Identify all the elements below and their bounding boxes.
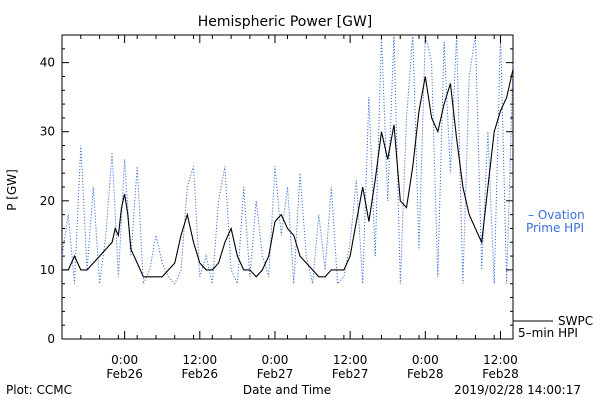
x-tick-label-date: Feb27: [257, 367, 294, 381]
x-axis: 0:00Feb2612:00Feb260:00Feb2712:00Feb270:…: [61, 35, 519, 381]
x-tick-label-time: 0:00: [261, 353, 288, 367]
x-tick-label-time: 0:00: [111, 353, 138, 367]
legend-ovation-line1: – Ovation: [528, 208, 585, 222]
x-tick-label-time: 12:00: [183, 353, 218, 367]
series-line-ovation-prime-hpi: [61, 34, 514, 285]
footer-timestamp: 2019/02/28 14:00:17: [454, 383, 581, 397]
x-tick-label-time: 12:00: [333, 353, 368, 367]
y-tick-label: 40: [40, 56, 55, 70]
y-tick-label: 20: [40, 194, 55, 208]
legend-swpc-line1: SWPC: [558, 314, 593, 328]
y-tick-label: 10: [40, 263, 55, 277]
legend-swpc-line2: 5–min HPI: [518, 326, 578, 340]
x-tick-label-time: 12:00: [483, 353, 518, 367]
y-tick-label: 30: [40, 125, 55, 139]
x-tick-label-time: 0:00: [412, 353, 439, 367]
x-tick-label-date: Feb28: [407, 367, 444, 381]
plot-frame: [61, 34, 514, 340]
y-tick-label: 0: [47, 332, 55, 346]
chart-title: Hemispheric Power [GW]: [198, 14, 373, 30]
x-axis-label: Date and Time: [243, 383, 331, 397]
x-tick-label-date: Feb28: [482, 367, 519, 381]
x-tick-label-date: Feb26: [106, 367, 143, 381]
y-axis: 0 10 20 30 40: [40, 34, 513, 346]
legend-ovation-line2: Prime HPI: [526, 221, 584, 235]
x-tick-label-date: Feb26: [182, 367, 219, 381]
series-layer: [61, 34, 514, 285]
y-axis-label: P [GW]: [5, 169, 19, 211]
footer-credit: Plot: CCMC: [6, 383, 72, 397]
legend: – Ovation Prime HPI SWPC 5–min HPI: [513, 208, 593, 340]
series-line-swpc-5-min-hpi: [62, 69, 514, 278]
x-tick-label-date: Feb27: [332, 367, 369, 381]
